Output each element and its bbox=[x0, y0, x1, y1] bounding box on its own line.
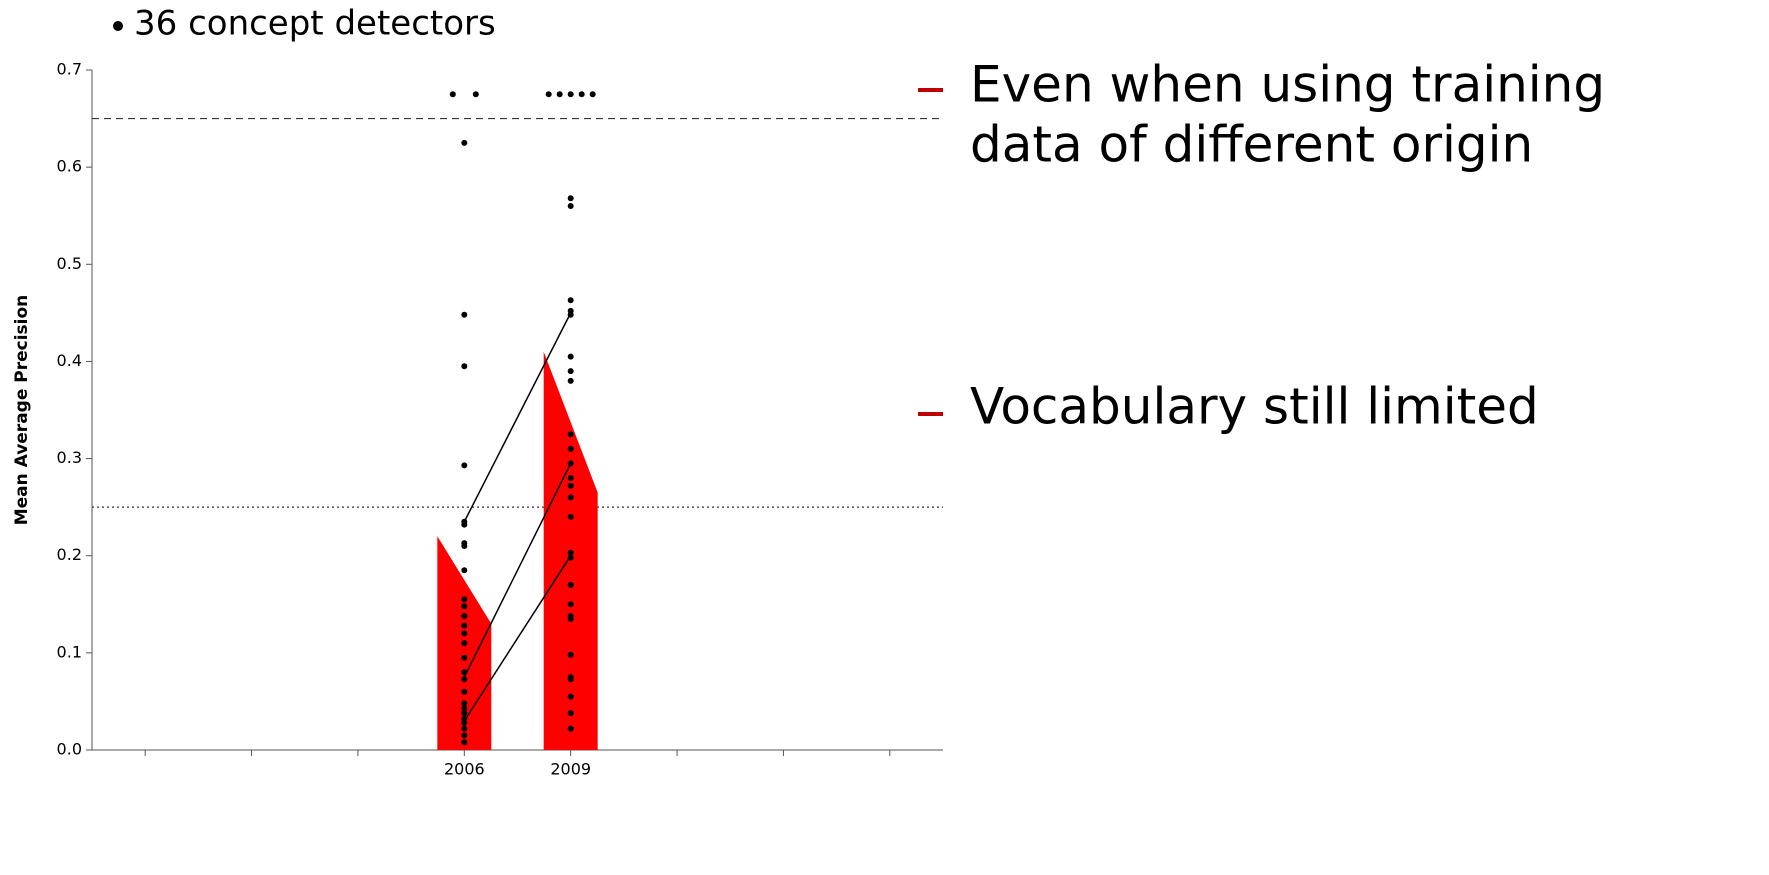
point bbox=[567, 460, 574, 467]
point bbox=[567, 581, 574, 588]
point bbox=[461, 669, 468, 676]
point bbox=[449, 91, 456, 98]
link bbox=[463, 555, 572, 722]
y-tick-label: 0.0 bbox=[57, 740, 82, 759]
point bbox=[556, 91, 563, 98]
point bbox=[567, 431, 574, 438]
note-line: Even when using training bbox=[970, 56, 1605, 114]
point bbox=[461, 139, 468, 146]
point bbox=[567, 203, 574, 209]
point bbox=[567, 368, 574, 375]
note-line: Vocabulary still limited bbox=[970, 378, 1539, 436]
point bbox=[589, 91, 596, 98]
y-tick-label: 0.3 bbox=[57, 448, 82, 467]
point bbox=[567, 445, 574, 452]
point bbox=[567, 475, 574, 481]
point bbox=[567, 494, 574, 501]
x-tick-label: 2009 bbox=[550, 760, 591, 779]
point bbox=[461, 725, 468, 732]
point bbox=[461, 710, 468, 717]
point bbox=[461, 596, 468, 603]
point bbox=[461, 676, 468, 683]
point bbox=[567, 651, 574, 658]
point bbox=[461, 567, 468, 574]
point bbox=[567, 693, 574, 700]
note-line: data of different origin bbox=[970, 116, 1533, 174]
point bbox=[461, 363, 468, 370]
y-tick-label: 0.4 bbox=[57, 351, 82, 370]
point bbox=[461, 521, 468, 528]
y-tick-label: 0.6 bbox=[57, 157, 82, 176]
point bbox=[461, 640, 468, 647]
link bbox=[463, 463, 572, 678]
bullet-dot bbox=[113, 21, 123, 31]
y-tick-label: 0.1 bbox=[57, 642, 82, 661]
point bbox=[461, 622, 468, 629]
point bbox=[461, 462, 468, 469]
point bbox=[578, 91, 585, 98]
y-tick-label: 0.5 bbox=[57, 254, 82, 273]
x-tick-label: 2006 bbox=[444, 760, 485, 779]
point bbox=[472, 91, 479, 98]
point bbox=[567, 195, 574, 202]
y-tick-label: 0.2 bbox=[57, 545, 82, 564]
point bbox=[461, 739, 468, 746]
y-tick-label: 0.7 bbox=[57, 60, 82, 79]
point bbox=[461, 630, 468, 637]
point bbox=[567, 377, 574, 384]
point bbox=[567, 554, 574, 561]
point bbox=[567, 297, 574, 304]
point bbox=[567, 482, 574, 489]
point bbox=[567, 725, 574, 732]
point bbox=[461, 654, 468, 661]
point bbox=[567, 549, 574, 556]
point bbox=[567, 601, 574, 608]
bullet-text: 36 concept detectors bbox=[134, 4, 496, 44]
point bbox=[461, 688, 468, 695]
point bbox=[461, 705, 468, 712]
point bbox=[461, 700, 468, 707]
point bbox=[567, 311, 574, 318]
y-axis-label: Mean Average Precision bbox=[12, 295, 32, 526]
point bbox=[567, 513, 574, 520]
point bbox=[545, 91, 552, 98]
point bbox=[461, 311, 468, 318]
point bbox=[461, 732, 468, 739]
point bbox=[461, 543, 468, 549]
point bbox=[567, 91, 574, 98]
point bbox=[461, 603, 468, 610]
point bbox=[567, 615, 574, 622]
point bbox=[461, 612, 468, 619]
link bbox=[463, 312, 572, 523]
point bbox=[461, 719, 468, 726]
point bbox=[567, 710, 574, 717]
point bbox=[567, 676, 574, 683]
point bbox=[567, 353, 574, 360]
